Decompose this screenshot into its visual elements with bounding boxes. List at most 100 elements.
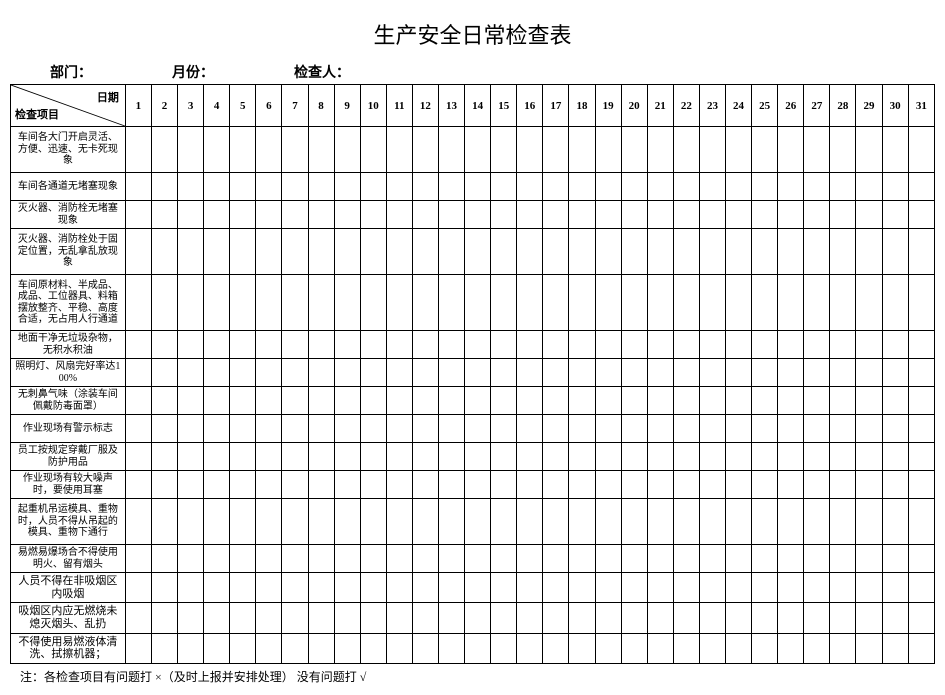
check-cell[interactable] — [569, 633, 595, 663]
check-cell[interactable] — [360, 173, 386, 201]
check-cell[interactable] — [569, 471, 595, 499]
check-cell[interactable] — [830, 173, 856, 201]
check-cell[interactable] — [569, 201, 595, 229]
check-cell[interactable] — [308, 331, 334, 359]
check-cell[interactable] — [726, 229, 752, 275]
check-cell[interactable] — [569, 173, 595, 201]
check-cell[interactable] — [882, 633, 908, 663]
check-cell[interactable] — [908, 633, 934, 663]
check-cell[interactable] — [465, 201, 491, 229]
check-cell[interactable] — [752, 499, 778, 545]
check-cell[interactable] — [465, 499, 491, 545]
check-cell[interactable] — [308, 603, 334, 633]
check-cell[interactable] — [595, 387, 621, 415]
check-cell[interactable] — [412, 275, 438, 331]
check-cell[interactable] — [308, 415, 334, 443]
check-cell[interactable] — [778, 173, 804, 201]
check-cell[interactable] — [151, 443, 177, 471]
check-cell[interactable] — [647, 443, 673, 471]
check-cell[interactable] — [334, 573, 360, 603]
check-cell[interactable] — [151, 633, 177, 663]
check-cell[interactable] — [569, 573, 595, 603]
check-cell[interactable] — [856, 331, 882, 359]
check-cell[interactable] — [125, 499, 151, 545]
check-cell[interactable] — [412, 229, 438, 275]
check-cell[interactable] — [204, 127, 230, 173]
check-cell[interactable] — [752, 201, 778, 229]
check-cell[interactable] — [230, 499, 256, 545]
check-cell[interactable] — [778, 359, 804, 387]
check-cell[interactable] — [595, 229, 621, 275]
check-cell[interactable] — [673, 545, 699, 573]
check-cell[interactable] — [412, 127, 438, 173]
check-cell[interactable] — [334, 229, 360, 275]
check-cell[interactable] — [204, 603, 230, 633]
check-cell[interactable] — [647, 331, 673, 359]
check-cell[interactable] — [178, 545, 204, 573]
check-cell[interactable] — [256, 415, 282, 443]
check-cell[interactable] — [621, 443, 647, 471]
check-cell[interactable] — [412, 173, 438, 201]
check-cell[interactable] — [334, 633, 360, 663]
check-cell[interactable] — [491, 331, 517, 359]
check-cell[interactable] — [360, 201, 386, 229]
check-cell[interactable] — [204, 499, 230, 545]
check-cell[interactable] — [882, 443, 908, 471]
check-cell[interactable] — [438, 275, 464, 331]
check-cell[interactable] — [386, 633, 412, 663]
check-cell[interactable] — [726, 173, 752, 201]
check-cell[interactable] — [673, 387, 699, 415]
check-cell[interactable] — [517, 229, 543, 275]
check-cell[interactable] — [621, 387, 647, 415]
check-cell[interactable] — [230, 201, 256, 229]
check-cell[interactable] — [412, 387, 438, 415]
check-cell[interactable] — [647, 275, 673, 331]
check-cell[interactable] — [908, 443, 934, 471]
check-cell[interactable] — [178, 415, 204, 443]
check-cell[interactable] — [178, 573, 204, 603]
check-cell[interactable] — [699, 359, 725, 387]
check-cell[interactable] — [517, 359, 543, 387]
check-cell[interactable] — [412, 573, 438, 603]
check-cell[interactable] — [595, 201, 621, 229]
check-cell[interactable] — [882, 229, 908, 275]
check-cell[interactable] — [491, 471, 517, 499]
check-cell[interactable] — [282, 127, 308, 173]
check-cell[interactable] — [334, 201, 360, 229]
check-cell[interactable] — [151, 359, 177, 387]
check-cell[interactable] — [256, 359, 282, 387]
check-cell[interactable] — [125, 573, 151, 603]
check-cell[interactable] — [465, 127, 491, 173]
check-cell[interactable] — [908, 471, 934, 499]
check-cell[interactable] — [438, 359, 464, 387]
check-cell[interactable] — [908, 127, 934, 173]
check-cell[interactable] — [204, 201, 230, 229]
check-cell[interactable] — [256, 275, 282, 331]
check-cell[interactable] — [726, 443, 752, 471]
check-cell[interactable] — [543, 415, 569, 443]
check-cell[interactable] — [282, 603, 308, 633]
check-cell[interactable] — [360, 603, 386, 633]
check-cell[interactable] — [778, 471, 804, 499]
check-cell[interactable] — [908, 387, 934, 415]
check-cell[interactable] — [334, 415, 360, 443]
check-cell[interactable] — [125, 471, 151, 499]
check-cell[interactable] — [204, 443, 230, 471]
check-cell[interactable] — [465, 633, 491, 663]
check-cell[interactable] — [256, 387, 282, 415]
check-cell[interactable] — [569, 443, 595, 471]
check-cell[interactable] — [908, 359, 934, 387]
check-cell[interactable] — [151, 545, 177, 573]
check-cell[interactable] — [752, 229, 778, 275]
check-cell[interactable] — [621, 471, 647, 499]
check-cell[interactable] — [438, 127, 464, 173]
check-cell[interactable] — [230, 275, 256, 331]
check-cell[interactable] — [308, 499, 334, 545]
check-cell[interactable] — [621, 499, 647, 545]
check-cell[interactable] — [752, 545, 778, 573]
check-cell[interactable] — [282, 275, 308, 331]
check-cell[interactable] — [334, 471, 360, 499]
check-cell[interactable] — [908, 275, 934, 331]
check-cell[interactable] — [595, 471, 621, 499]
check-cell[interactable] — [282, 499, 308, 545]
